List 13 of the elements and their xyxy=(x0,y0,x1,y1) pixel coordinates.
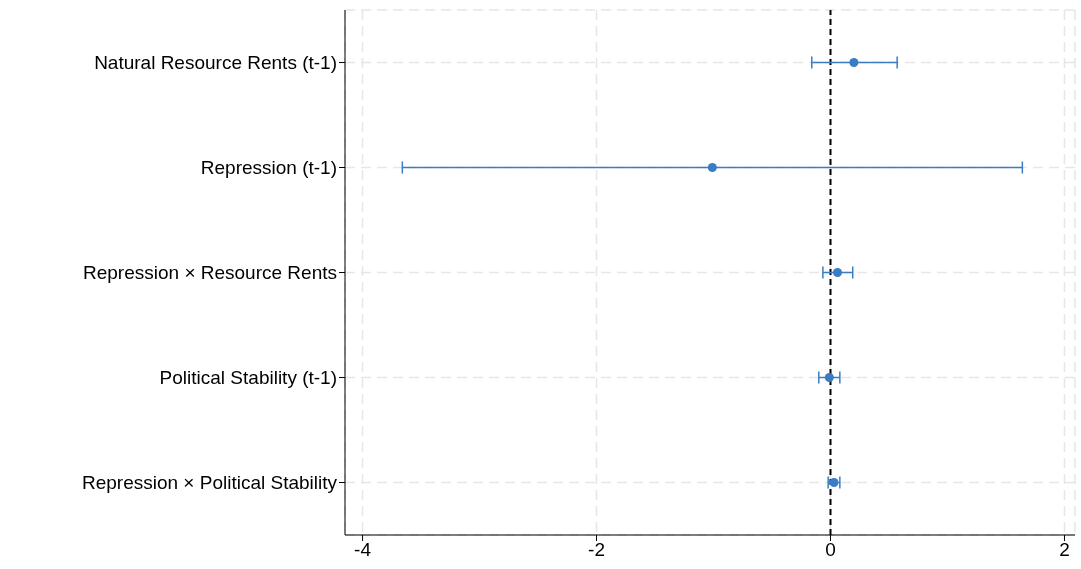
point xyxy=(849,57,859,68)
x-tick-label: -2 xyxy=(588,539,605,561)
x-tick-label: 2 xyxy=(1059,539,1070,561)
y-tick-label: Natural Resource Rents (t-1) xyxy=(94,52,337,74)
point xyxy=(707,162,717,173)
y-tick-label: Repression (t-1) xyxy=(200,157,337,179)
x-tick-label: -4 xyxy=(354,539,372,561)
point xyxy=(833,267,843,278)
y-tick-label: Repression × Resource Rents xyxy=(83,262,337,284)
y-tick-label: Political Stability (t-1) xyxy=(159,367,337,389)
point xyxy=(824,372,834,383)
y-tick-label: Repression × Political Stability xyxy=(81,472,338,494)
x-tick-label: 0 xyxy=(825,539,836,561)
